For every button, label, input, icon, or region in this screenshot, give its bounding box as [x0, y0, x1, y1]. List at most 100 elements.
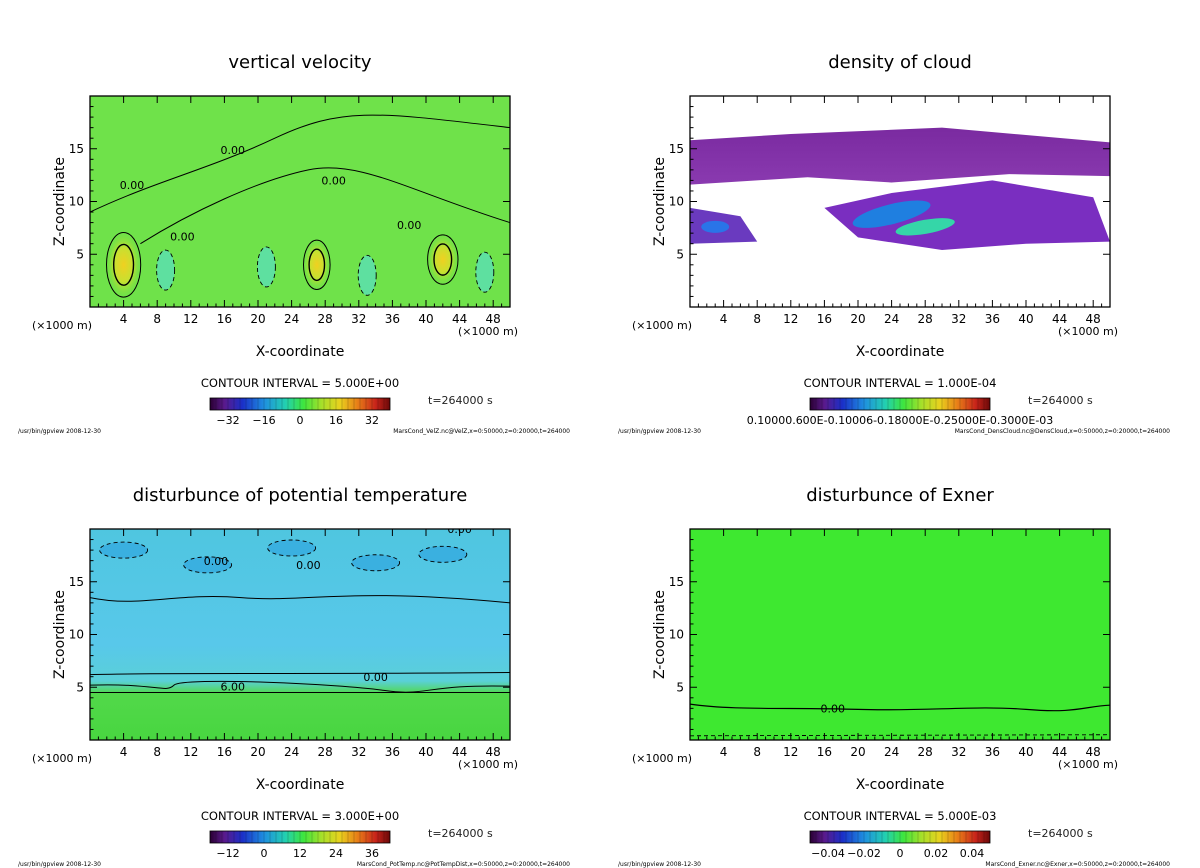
x-tick-label: 40 [1018, 745, 1033, 759]
contour-label: 0.00 [363, 671, 388, 684]
colorbar-tick-label: 0 [261, 847, 268, 860]
colorbar-tick-label: 24 [329, 847, 343, 860]
chart-title: disturbunce of potential temperature [133, 485, 468, 506]
plot-field [690, 96, 1110, 307]
x-tick-label: 20 [250, 745, 265, 759]
colorbar-tick-label: −16 [252, 414, 275, 427]
contour-label: 0.00 [170, 231, 195, 244]
x-tick-label: 32 [951, 745, 966, 759]
y-tick-label: 15 [669, 575, 684, 589]
x-tick-label: 20 [850, 312, 865, 326]
footer-left: /usr/bin/gpview 2008-12-30 [618, 428, 701, 435]
plot-field: 0.000.00 0.000.006.00 [90, 529, 510, 740]
updraft-core [426, 233, 459, 286]
cold-anomaly-contour [99, 541, 149, 559]
dense-cloud-core [895, 218, 955, 236]
y-tick-label: 15 [69, 575, 84, 589]
x-tick-label: 4 [120, 745, 128, 759]
x-tick-label: 8 [153, 745, 161, 759]
plot-field: 0.00 0.00 0.00 0.00 0.00 [90, 96, 510, 307]
y-tick-label: 10 [69, 628, 84, 642]
colorbar-tick-label: −0.04 [811, 847, 845, 860]
x-tick-label: 40 [418, 745, 433, 759]
contour-line [433, 243, 453, 276]
x-tick-label: 20 [850, 745, 865, 759]
footer-left: /usr/bin/gpview 2008-12-30 [18, 861, 101, 868]
chart-title: disturbunce of Exner [806, 485, 994, 506]
chart-panel-3: disturbunce of potential temperature 0.00… [18, 485, 570, 868]
x-tick-label: 12 [183, 312, 198, 326]
contour-line [427, 234, 459, 285]
x-tick-label: 40 [418, 312, 433, 326]
cold-anomaly-contour [351, 554, 401, 572]
footer-right: MarsCond_PotTemp.nc@PotTempDist,x=0:5000… [357, 861, 570, 868]
x-unit-label-left: (×1000 m) [32, 319, 92, 332]
x-tick-label: 36 [985, 745, 1000, 759]
field-background [90, 529, 510, 740]
contour-line [303, 239, 331, 290]
x-unit-label-right: (×1000 m) [1058, 758, 1118, 771]
colorbar-tick-label: 0 [897, 847, 904, 860]
x-tick-label: 24 [884, 745, 899, 759]
time-label: t=264000 s [428, 827, 493, 840]
x-tick-label: 48 [1086, 745, 1101, 759]
x-tick-label: 32 [351, 745, 366, 759]
chart-title: density of cloud [828, 52, 972, 73]
time-label: t=264000 s [428, 394, 493, 407]
x-unit-label-left: (×1000 m) [32, 752, 92, 765]
footer-left: /usr/bin/gpview 2008-12-30 [618, 861, 701, 868]
colorbar-tick-label: −32 [216, 414, 239, 427]
contour-label: 0.00 [321, 175, 346, 188]
x-tick-label: 12 [783, 745, 798, 759]
x-tick-label: 32 [951, 312, 966, 326]
cold-anomaly-contour [267, 539, 317, 557]
x-axis-label: X-coordinate [256, 777, 345, 793]
x-unit-label-right: (×1000 m) [1058, 325, 1118, 338]
x-tick-label: 24 [284, 745, 299, 759]
x-tick-label: 28 [318, 312, 333, 326]
x-tick-label: 44 [1052, 312, 1067, 326]
x-tick-label: 48 [486, 312, 501, 326]
x-tick-label: 20 [250, 312, 265, 326]
x-tick-label: 44 [452, 745, 467, 759]
x-tick-label: 8 [153, 312, 161, 326]
colorbar-tick-label: 0.02 [924, 847, 949, 860]
contour-label: 0.00 [821, 703, 846, 716]
contour-label: 0.00 [120, 179, 145, 192]
x-tick-label: 44 [452, 312, 467, 326]
x-unit-label-right: (×1000 m) [458, 758, 518, 771]
x-tick-label: 4 [720, 745, 728, 759]
lower-cloud-layer [824, 180, 1110, 251]
updraft-core [302, 238, 331, 291]
contour-line [140, 167, 510, 245]
colorbar-tick-label: 0 [297, 414, 304, 427]
x-tick-label: 24 [884, 312, 899, 326]
y-axis-label: Z-coordinate [652, 590, 668, 679]
contour-interval: CONTOUR INTERVAL = 5.000E+00 [201, 376, 399, 390]
updraft-core [105, 230, 142, 299]
x-tick-label: 24 [284, 312, 299, 326]
x-tick-label: 36 [385, 745, 400, 759]
colorbar-tick-label: 32 [365, 414, 379, 427]
x-tick-label: 28 [918, 745, 933, 759]
x-tick-label: 4 [120, 312, 128, 326]
contour-interval: CONTOUR INTERVAL = 5.000E-03 [804, 809, 997, 823]
contour-line [106, 231, 142, 298]
x-tick-label: 36 [385, 312, 400, 326]
x-tick-label: 28 [918, 312, 933, 326]
downdraft-contour [475, 251, 495, 293]
y-tick-label: 10 [69, 195, 84, 209]
y-axis-label: Z-coordinate [52, 590, 68, 679]
downdraft-contour [256, 246, 276, 288]
dense-cloud-core [701, 220, 730, 233]
colorbar-tick-label: 16 [329, 414, 343, 427]
y-tick-label: 10 [669, 628, 684, 642]
y-axis-label: Z-coordinate [52, 157, 68, 246]
x-tick-label: 8 [753, 312, 761, 326]
x-tick-label: 4 [720, 312, 728, 326]
x-tick-label: 8 [753, 745, 761, 759]
